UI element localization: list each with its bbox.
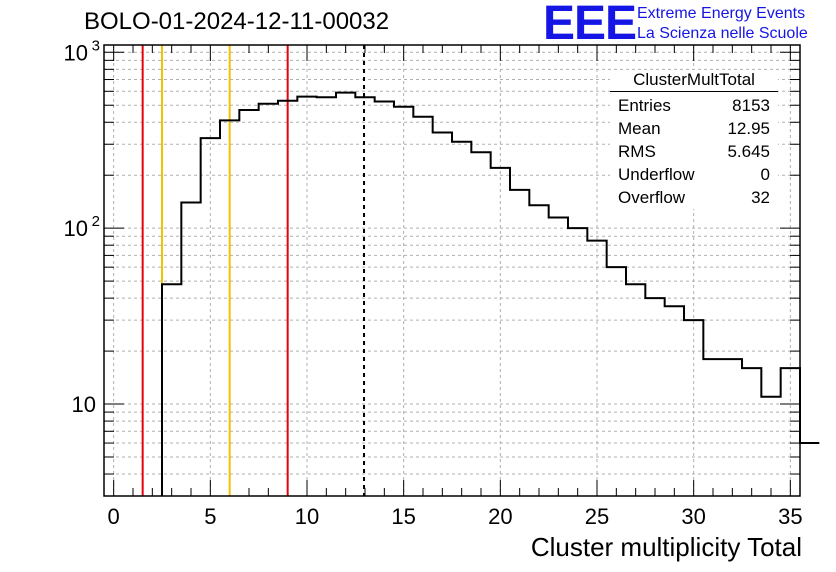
plot-title: BOLO-01-2024-12-11-00032: [84, 8, 390, 35]
stats-row-underflow: Underflow 0: [610, 163, 778, 186]
stats-value: 8153: [732, 96, 770, 115]
stats-value: 0: [760, 165, 770, 184]
x-tick-label: 25: [585, 504, 609, 529]
logo-line-2: La Scienza nelle Scuole: [637, 25, 808, 42]
logo-line-1: Extreme Energy Events: [637, 5, 806, 22]
x-tick-label: 20: [488, 504, 512, 529]
y-tick-label: 10: [64, 40, 88, 65]
x-tick-label: 0: [108, 504, 120, 529]
x-tick-label: 15: [391, 504, 415, 529]
stats-value: 5.645: [727, 142, 770, 161]
y-tick-label: 10: [64, 216, 88, 241]
stats-row-entries: Entries 8153: [610, 94, 778, 117]
stats-value: 32: [751, 188, 770, 207]
stats-row-overflow: Overflow 32: [610, 186, 778, 209]
y-tick-exponent: 3: [92, 37, 100, 54]
x-tick-label: 30: [681, 504, 705, 529]
histogram-series: [161, 91, 820, 496]
stats-label: Underflow: [618, 165, 695, 184]
stats-label: Mean: [618, 119, 661, 138]
stats-row-mean: Mean 12.95: [610, 117, 778, 140]
y-tick-label: 10: [72, 392, 96, 417]
marker-lines: [141, 45, 366, 496]
stats-title: ClusterMultTotal: [610, 70, 778, 92]
axis-ticks: [104, 45, 800, 497]
plot-frame: [103, 44, 801, 497]
x-tick-label: 35: [778, 504, 802, 529]
stats-label: Overflow: [618, 188, 686, 207]
stats-label: RMS: [618, 142, 656, 161]
stats-label: Entries: [618, 96, 671, 115]
x-axis-label: Cluster multiplicity Total: [530, 532, 802, 562]
y-tick-exponent: 2: [92, 213, 100, 230]
x-tick-label: 5: [204, 504, 216, 529]
x-tick-label: 10: [295, 504, 319, 529]
stats-row-rms: RMS 5.645: [610, 140, 778, 163]
eee-logo: EEE: [543, 0, 637, 50]
stats-value: 12.95: [727, 119, 770, 138]
stats-box: ClusterMultTotal Entries 8153 Mean 12.95…: [610, 70, 778, 209]
